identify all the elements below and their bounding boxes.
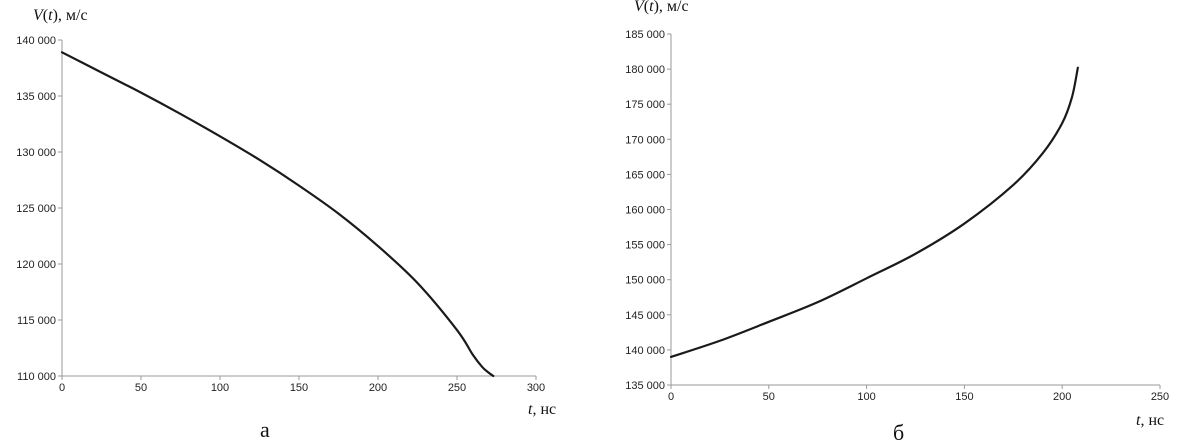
y-tick-label: 160 000 <box>625 205 665 217</box>
y-tick-label: 150 000 <box>625 275 665 287</box>
y-tick-label: 170 000 <box>625 134 665 146</box>
y-tick-label: 165 000 <box>625 169 665 181</box>
x-tick-label: 250 <box>448 382 466 394</box>
y-tick-label: 120 000 <box>16 259 56 271</box>
panel-label: а <box>260 417 270 442</box>
x-tick-label: 50 <box>135 382 147 394</box>
y-tick-label: 125 000 <box>16 203 56 215</box>
y-tick-label: 145 000 <box>625 310 665 322</box>
x-tick-label: 200 <box>369 382 387 394</box>
x-tick-label: 150 <box>290 382 308 394</box>
y-tick-label: 185 000 <box>625 29 665 41</box>
x-axis-title: t, нс <box>528 401 556 418</box>
y-tick-label: 140 000 <box>625 345 665 357</box>
y-tick-label: 115 000 <box>17 315 56 327</box>
panel-label: б <box>893 420 904 442</box>
x-tick-label: 100 <box>211 382 229 394</box>
y-tick-label: 175 000 <box>625 99 665 111</box>
x-tick-label: 100 <box>857 391 875 403</box>
x-tick-label: 0 <box>668 391 674 403</box>
y-axis-title: V(t), м/с <box>634 0 689 15</box>
chart-panel-a: V(t), м/с t, нс а 110 000 115 000 120 000 1… <box>16 7 556 442</box>
x-tick-label: 200 <box>1053 391 1071 403</box>
y-tick-label: 135 000 <box>625 380 665 392</box>
y-tick-label: 110 000 <box>17 371 56 383</box>
series-line <box>669 66 1079 359</box>
x-tick-label: 50 <box>763 391 775 403</box>
series-line <box>60 51 495 378</box>
x-tick-label: 0 <box>59 382 65 394</box>
y-tick-label: 155 000 <box>625 240 665 252</box>
x-axis-title: t, нс <box>1136 412 1164 429</box>
y-tick-label: 180 000 <box>625 64 665 76</box>
y-tick-label: 140 000 <box>16 35 56 47</box>
y-tick-label: 130 000 <box>16 147 56 159</box>
chart-panel-b: V(t), м/с t, нс б 135 000 140 000 145 000 1… <box>625 0 1169 442</box>
x-tick-label: 150 <box>955 391 973 403</box>
y-tick-label: 135 000 <box>16 91 56 103</box>
x-tick-label: 250 <box>1151 391 1169 403</box>
y-axis-title: V(t), м/с <box>33 7 88 24</box>
x-tick-label: 300 <box>527 382 545 394</box>
